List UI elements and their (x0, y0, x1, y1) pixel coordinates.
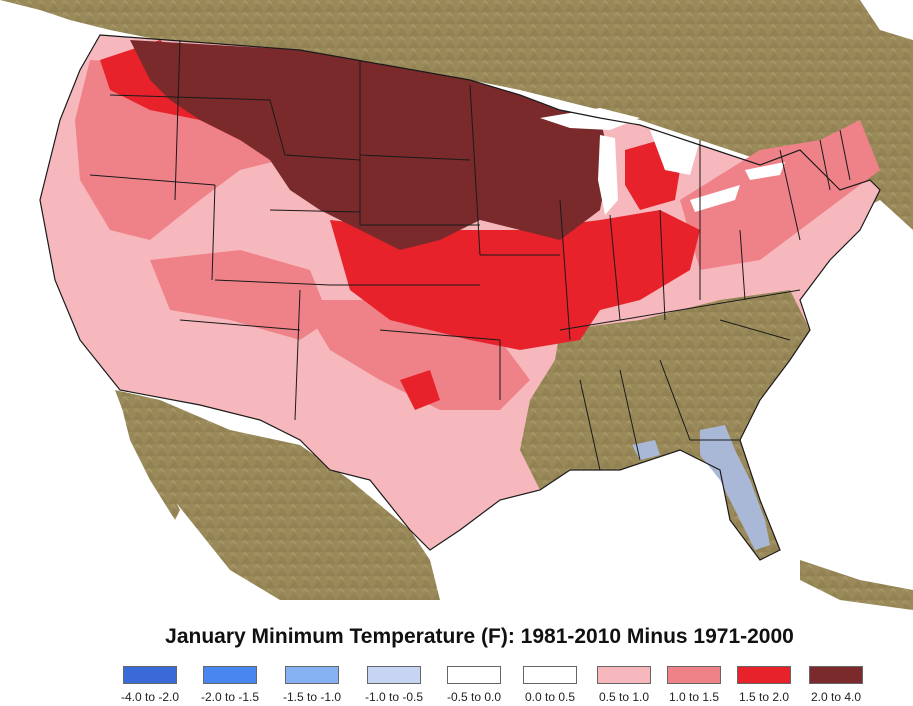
legend-label: -0.5 to 0.0 (446, 690, 502, 704)
us-outline (39, 34, 881, 561)
zone-2-0-to-4-0-north (130, 40, 610, 250)
legend-swatch (203, 666, 257, 684)
zone-1-5-to-2-0-oklahoma (400, 370, 440, 410)
zone-1-0-to-1-5-plains (300, 300, 530, 410)
state-borders (89, 39, 851, 471)
map-title: January Minimum Temperature (F): 1981-20… (165, 625, 794, 648)
legend-swatch (667, 666, 721, 684)
us-map-svg (0, 0, 913, 610)
legend-swatch (367, 666, 421, 684)
legend-swatch (447, 666, 501, 684)
legend-swatch (597, 666, 651, 684)
legend-label: -4.0 to -2.0 (120, 690, 180, 704)
legend-label: -1.5 to -1.0 (282, 690, 342, 704)
zone-1-0-to-1-5-northeast (680, 120, 880, 270)
legend-label: 1.5 to 2.0 (738, 690, 790, 704)
legend-swatch (809, 666, 863, 684)
canada-land (0, 0, 913, 230)
legend-label: -2.0 to -1.5 (200, 690, 260, 704)
caribbean-land (800, 560, 913, 610)
legend-swatch (523, 666, 577, 684)
florida-cooling-patch (700, 425, 770, 550)
mexico-land (115, 390, 440, 600)
legend-label: -1.0 to -0.5 (364, 690, 424, 704)
legend-swatch (123, 666, 177, 684)
lake-superior (540, 108, 640, 130)
zone-1-0-to-1-5-colorado (150, 250, 330, 340)
legend-swatch (737, 666, 791, 684)
lake-ontario (745, 162, 785, 180)
lake-michigan (598, 135, 618, 215)
baja-land (120, 400, 180, 520)
legend-label: 0.0 to 0.5 (524, 690, 576, 704)
temperature-change-map (0, 0, 913, 610)
legend-label: 0.5 to 1.0 (598, 690, 650, 704)
legend: -4.0 to -2.0 -2.0 to -1.5 -1.5 to -1.0 -… (115, 664, 875, 704)
zone-1-5-to-2-0-central (330, 210, 700, 350)
lake-erie (690, 185, 740, 212)
legend-label: 2.0 to 4.0 (810, 690, 862, 704)
legend-label: 1.0 to 1.5 (668, 690, 720, 704)
legend-swatch (285, 666, 339, 684)
